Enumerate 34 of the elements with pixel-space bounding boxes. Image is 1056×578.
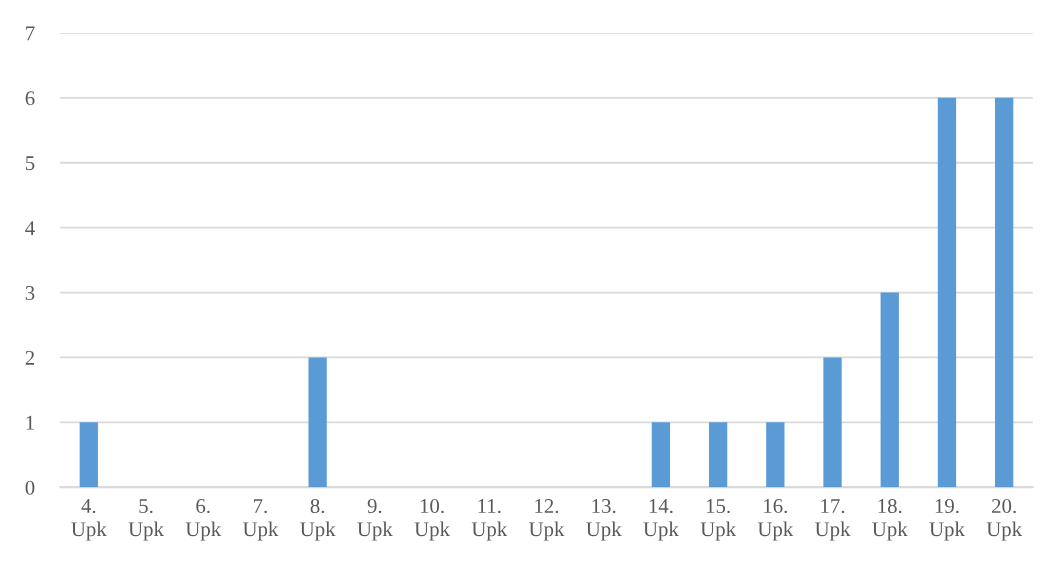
bar <box>79 422 98 488</box>
bar <box>766 422 785 488</box>
x-tick-label: 10. Upk <box>414 498 450 541</box>
x-tick-label: 16. Upk <box>757 499 794 541</box>
x-tick-label: 12. Upk <box>528 499 565 541</box>
y-tick-label: 2 <box>25 350 35 365</box>
bar <box>880 292 899 488</box>
y-tick-label: 7 <box>26 26 35 41</box>
bar <box>651 422 671 488</box>
y-tick-label: 5 <box>25 156 35 171</box>
x-tick-label: 8. Upk <box>300 498 336 541</box>
y-tick-label: 6 <box>25 91 35 106</box>
x-tick-label: 11. Upk <box>471 499 508 541</box>
x-tick-label: 20. Upk <box>986 498 1023 541</box>
x-tick-label: 9. Upk <box>357 499 393 541</box>
x-tick-label: 4. Upk <box>71 499 107 541</box>
x-tick-label: 6. Upk <box>185 499 222 541</box>
x-tick-label: 18. Upk <box>872 498 908 541</box>
y-tick-label: 3 <box>25 285 35 300</box>
x-tick-label: 17. Upk <box>815 499 851 541</box>
x-tick-label: 14. Upk <box>643 499 679 541</box>
bar <box>708 422 728 488</box>
y-tick-label: 4 <box>25 221 35 235</box>
bar <box>823 357 842 488</box>
x-tick-label: 5. Upk <box>128 499 164 541</box>
x-tick-label: 13. Upk <box>586 499 622 541</box>
y-tick-label: 1 <box>26 415 34 430</box>
y-tick-label: 0 <box>25 480 35 495</box>
bar <box>995 97 1014 488</box>
x-tick-label: 19. Upk <box>929 499 965 541</box>
bar <box>937 97 957 488</box>
bar <box>308 357 327 488</box>
x-tick-label: 7. Upk <box>242 499 279 541</box>
x-tick-label: 15. Upk <box>700 499 737 541</box>
